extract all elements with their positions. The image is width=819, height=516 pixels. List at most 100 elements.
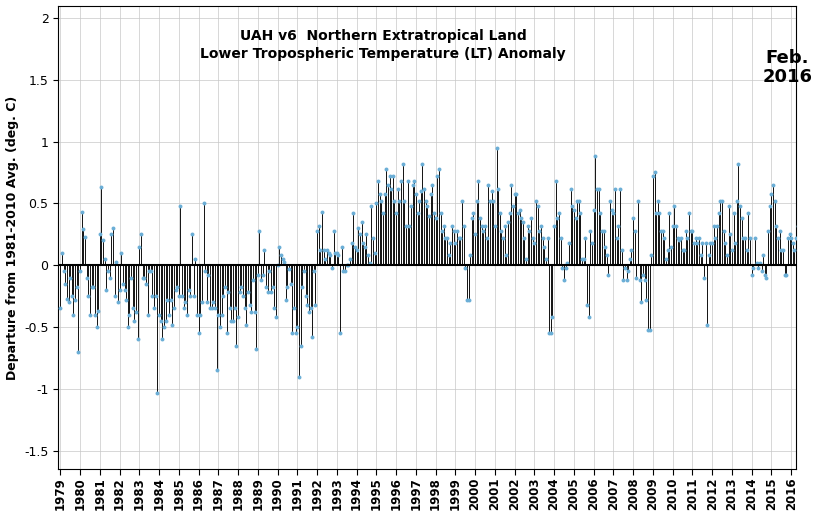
Point (581, 301, 594, 309)
Point (577, 255, 590, 263)
Point (747, 264, 760, 272)
Point (421, 202, 434, 210)
Point (372, 177, 385, 185)
Point (531, 202, 544, 210)
Point (220, 329, 233, 337)
Point (755, 267, 768, 276)
Point (612, 221, 625, 230)
Point (400, 221, 413, 230)
Point (106, 224, 120, 232)
Point (694, 251, 707, 260)
Point (64, 273, 77, 282)
Point (320, 246, 333, 254)
Point (532, 227, 545, 235)
Point (423, 212, 436, 220)
Point (301, 301, 314, 309)
Point (247, 276, 260, 284)
Point (798, 251, 811, 260)
Point (411, 209, 424, 217)
Point (154, 317, 167, 325)
Y-axis label: Departure from 1981-2010 Avg. (deg. C): Departure from 1981-2010 Avg. (deg. C) (6, 95, 19, 380)
Point (261, 288, 274, 297)
Point (548, 221, 561, 230)
Point (165, 320, 179, 329)
Point (600, 251, 613, 260)
Point (734, 202, 747, 210)
Point (721, 251, 734, 260)
Point (584, 227, 597, 235)
Point (419, 197, 432, 205)
Point (138, 273, 151, 282)
Point (279, 296, 292, 304)
Point (146, 292, 159, 300)
Point (783, 230, 796, 238)
Point (599, 243, 612, 251)
Point (500, 251, 513, 260)
Point (559, 264, 572, 272)
Point (62, 298, 75, 307)
Point (245, 308, 258, 316)
Point (636, 271, 649, 279)
Point (124, 273, 138, 282)
Point (229, 304, 242, 313)
Point (589, 152, 602, 160)
Point (237, 292, 250, 300)
Point (276, 255, 289, 263)
Point (615, 246, 628, 254)
Point (713, 209, 726, 217)
Point (697, 273, 710, 282)
Point (444, 239, 457, 247)
Point (669, 221, 682, 230)
Point (595, 227, 609, 235)
Point (739, 234, 752, 242)
Point (212, 311, 225, 319)
Point (151, 389, 164, 397)
Point (561, 259, 574, 267)
Point (147, 304, 161, 313)
Point (689, 234, 702, 242)
Point (464, 251, 477, 260)
Point (569, 214, 582, 222)
Point (493, 209, 506, 217)
Point (620, 276, 633, 284)
Point (462, 296, 475, 304)
Point (195, 298, 208, 307)
Point (217, 292, 230, 300)
Point (170, 283, 183, 292)
Point (785, 234, 798, 242)
Point (521, 221, 534, 230)
Point (161, 296, 174, 304)
Point (700, 320, 713, 329)
Point (265, 288, 278, 297)
Point (452, 234, 465, 242)
Point (197, 199, 210, 207)
Point (204, 304, 217, 313)
Point (105, 230, 118, 238)
Point (185, 230, 198, 238)
Point (594, 209, 607, 217)
Point (459, 264, 472, 272)
Point (206, 304, 219, 313)
Point (576, 255, 589, 263)
Point (294, 342, 307, 350)
Point (663, 209, 676, 217)
Point (57, 267, 70, 276)
Point (335, 243, 348, 251)
Point (763, 202, 776, 210)
Point (426, 181, 439, 189)
Point (393, 197, 406, 205)
Point (209, 304, 222, 313)
Point (793, 246, 806, 254)
Point (753, 259, 767, 267)
Point (141, 311, 154, 319)
Point (579, 234, 592, 242)
Point (396, 159, 410, 168)
Point (260, 283, 273, 292)
Point (149, 292, 162, 300)
Point (253, 227, 266, 235)
Point (729, 239, 742, 247)
Point (543, 329, 556, 337)
Point (370, 199, 383, 207)
Point (219, 283, 232, 292)
Point (111, 298, 124, 307)
